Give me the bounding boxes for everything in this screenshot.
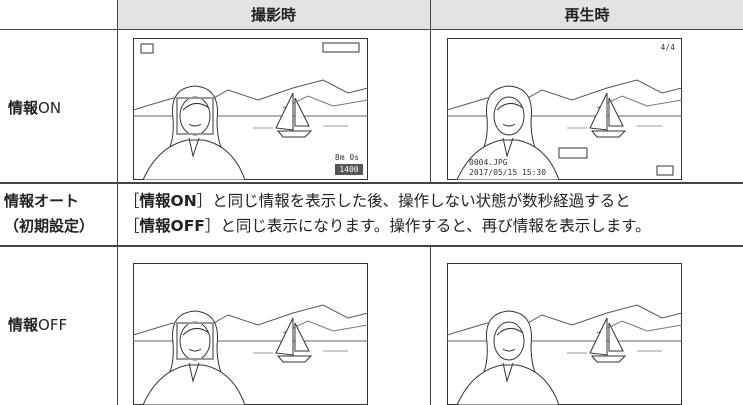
row-label: 情報OFF: [8, 314, 67, 335]
shooting-screen: [133, 263, 368, 405]
label-bold: 情報: [8, 316, 39, 334]
file-name: 0004.JPG: [469, 158, 508, 167]
label-text: OFF: [38, 316, 68, 334]
description-line: ［情報OFF］と同じ表示になります。操作すると、再び情報を表示します。: [124, 214, 651, 239]
row-label: 情報ON: [8, 97, 61, 118]
column-header: 撮影時: [117, 0, 430, 30]
playback-screen: [447, 263, 682, 405]
divider: [0, 29, 743, 30]
text: ］と同じ情報を表示した後、操作しない状態が数秒経過すると: [196, 192, 631, 210]
description: ［情報ON］と同じ情報を表示した後、操作しない状態が数秒経過すると ［情報OFF…: [124, 189, 651, 239]
text-bold: 情報ON: [139, 192, 197, 210]
row-label: 情報オート （初期設定）: [4, 189, 94, 239]
column-header: 再生時: [431, 0, 743, 30]
label-line: （初期設定）: [4, 217, 95, 235]
text: ［: [124, 217, 140, 235]
divider: [0, 182, 743, 184]
text: ］と同じ表示になります。操作すると、再び情報を表示します。: [204, 217, 651, 235]
shooting-screen: 8m 0s 1400: [133, 38, 368, 180]
remaining-time: 8m 0s: [335, 153, 359, 162]
text: ［: [124, 192, 140, 210]
remaining-shots: 1400: [339, 165, 358, 174]
playback-screen: 4/4 0004.JPG 2017/05/15 15:30: [447, 38, 682, 180]
divider: [0, 245, 743, 247]
divider: [430, 0, 431, 183]
divider: [430, 246, 431, 405]
frame-count: 4/4: [661, 43, 676, 52]
date-time: 2017/05/15 15:30: [469, 168, 546, 177]
label-text: ON: [38, 99, 62, 117]
divider: [117, 0, 118, 405]
label-bold: 情報: [8, 99, 39, 117]
label-line: 情報オート: [4, 192, 80, 210]
text-bold: 情報OFF: [139, 217, 205, 235]
description-line: ［情報ON］と同じ情報を表示した後、操作しない状態が数秒経過すると: [124, 189, 651, 214]
